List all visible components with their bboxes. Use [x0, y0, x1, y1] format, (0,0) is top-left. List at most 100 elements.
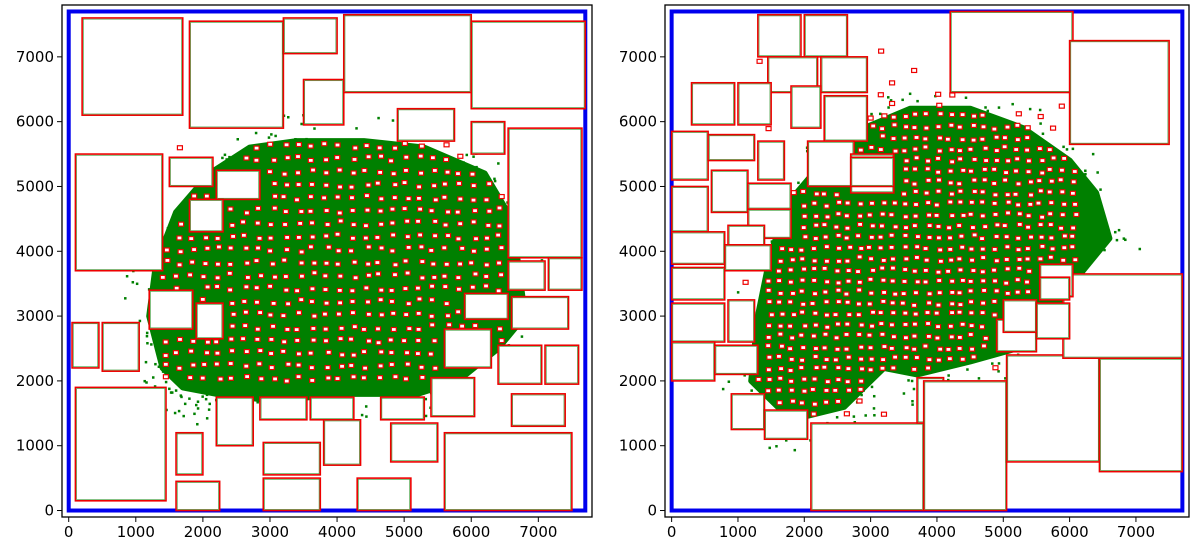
small-macro	[945, 225, 953, 231]
small-macro	[267, 141, 274, 147]
small-macro	[935, 188, 942, 194]
small-macro	[888, 100, 896, 107]
cell-speck	[743, 374, 746, 377]
small-macro	[858, 366, 866, 372]
small-macro	[868, 200, 876, 206]
small-macro	[323, 182, 330, 188]
small-macro	[843, 411, 850, 417]
small-macro	[812, 310, 819, 316]
small-macro	[454, 171, 462, 177]
macro-block	[510, 393, 566, 428]
small-macro	[923, 190, 930, 196]
small-macro	[388, 287, 395, 294]
cell-speck	[889, 99, 893, 102]
macro-block	[81, 17, 184, 116]
small-macro	[1016, 221, 1023, 228]
cell-speck	[168, 387, 171, 391]
small-macro	[282, 273, 289, 280]
small-macro	[926, 357, 933, 363]
cell-speck	[239, 380, 243, 383]
small-macro	[214, 350, 221, 356]
cell-speck	[943, 362, 946, 366]
small-macro	[1023, 147, 1031, 153]
small-macro	[241, 298, 248, 305]
small-macro	[442, 283, 449, 290]
small-macro	[892, 148, 899, 154]
small-macro	[307, 157, 314, 164]
small-macro	[483, 235, 491, 241]
cell-speck	[1035, 290, 1039, 293]
cell-speck	[865, 384, 868, 387]
small-macro	[496, 205, 503, 211]
small-macro	[418, 364, 425, 370]
macro-block	[396, 107, 456, 142]
small-macro	[766, 299, 773, 305]
small-macro	[404, 270, 411, 276]
small-macro	[323, 233, 330, 239]
cell-speck	[727, 380, 731, 383]
small-macro	[243, 245, 250, 251]
small-macro	[991, 200, 998, 206]
macro-pin-edge	[498, 346, 541, 384]
small-macro	[979, 269, 986, 275]
small-macro	[990, 267, 998, 273]
macro-pin-edge	[465, 294, 508, 319]
small-macro	[204, 284, 211, 290]
small-macro	[271, 193, 279, 199]
small-macro	[924, 166, 931, 172]
small-macro	[801, 376, 808, 382]
macro-pin-edge	[748, 184, 791, 209]
cell-speck	[501, 256, 505, 260]
small-macro	[979, 136, 986, 142]
small-macro	[970, 137, 977, 143]
small-macro	[1004, 192, 1011, 198]
small-macro	[869, 223, 876, 229]
cell-speck	[354, 387, 357, 390]
small-macro	[482, 283, 490, 289]
small-macro	[1025, 158, 1032, 164]
small-macro	[813, 365, 820, 371]
small-macro	[375, 340, 382, 346]
small-macro	[948, 122, 955, 128]
macro-block	[507, 127, 583, 259]
cell-speck	[305, 137, 308, 141]
cell-speck	[221, 156, 224, 160]
small-macro	[800, 188, 807, 195]
small-macro	[1036, 178, 1043, 184]
macro-pin-edge	[672, 268, 724, 299]
small-macro	[832, 357, 839, 363]
cell-speck	[493, 179, 497, 183]
cell-speck	[951, 349, 955, 352]
small-macro	[811, 265, 818, 272]
small-macro	[1024, 289, 1032, 295]
macro-block	[707, 133, 756, 162]
small-macro	[360, 326, 368, 333]
small-macro	[834, 398, 842, 404]
small-macro	[778, 343, 786, 349]
small-macro	[191, 193, 198, 199]
small-macro	[337, 336, 344, 342]
small-macro	[486, 181, 493, 187]
macro-pin-edge	[672, 342, 714, 380]
small-macro	[1015, 235, 1022, 241]
small-macro	[1025, 169, 1032, 175]
small-macro	[378, 312, 385, 318]
small-macro	[254, 326, 261, 332]
small-macro	[812, 345, 820, 352]
cell-speck	[921, 349, 924, 352]
small-macro	[900, 191, 908, 197]
small-macro	[243, 363, 250, 369]
small-macro	[789, 290, 797, 297]
cell-speck	[1138, 247, 1142, 251]
small-macro	[799, 256, 806, 262]
placement-plot-left: 0 1000 2000 3000 4000 5000 6000 7000 0 1000 2000 30…	[16, 4, 593, 541]
cell-speck	[806, 405, 810, 408]
small-macro	[377, 153, 385, 159]
small-macro	[983, 157, 990, 164]
small-macro	[271, 157, 278, 163]
small-macro	[948, 191, 955, 197]
cell-speck	[125, 274, 129, 278]
small-macro	[847, 244, 854, 250]
small-macro	[159, 274, 166, 280]
small-macro	[361, 167, 368, 174]
